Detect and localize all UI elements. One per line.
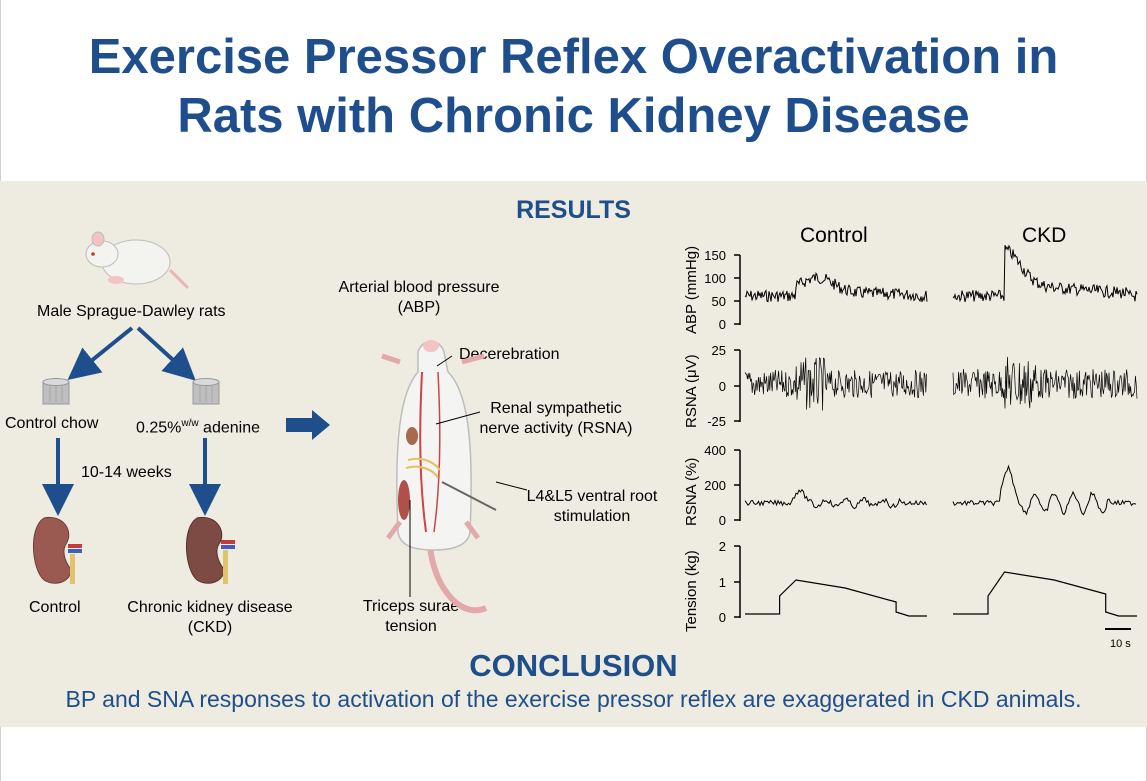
branch-arrows: [67, 326, 196, 381]
adenine-suffix: adenine: [198, 419, 260, 437]
tension-trace-control: [745, 579, 927, 617]
control-kidney-label: Control: [29, 599, 81, 616]
rsna-pct-tick: 0: [718, 513, 726, 528]
rsna-raw-trace-control: [744, 357, 927, 411]
rsna-pct-trace-control: [744, 488, 927, 510]
abp-trace-ckd: [952, 244, 1138, 303]
rsna-pct-trace-ckd: [952, 464, 1137, 516]
tension-tick: 2: [718, 539, 726, 554]
triceps-label-line-2: tension: [385, 618, 437, 635]
rsna-pct-tick: 200: [704, 478, 726, 493]
abp-label-line-1: Arterial blood pressure: [338, 279, 500, 296]
abp-label: Arterial blood pressure (ABP): [316, 278, 522, 318]
duration-label: 10-14 weeks: [81, 464, 172, 481]
rat-preparation-illustration: [381, 340, 497, 614]
ckd-label: Chronic kidney disease (CKD): [110, 598, 310, 638]
title-line-2: Rats with Chronic Kidney Disease: [177, 89, 970, 143]
abp-tick: 0: [718, 317, 726, 332]
rsna-uv-tick: -25: [707, 414, 726, 429]
adenine-prefix: 0.25%: [136, 419, 182, 437]
abp-tick: 50: [711, 294, 726, 309]
control-kidney-icon: [32, 516, 82, 584]
conclusion-text: BP and SNA responses to activation of th…: [65, 686, 1082, 712]
rsna-raw-trace-ckd: [952, 356, 1138, 409]
ckd-label-line-1: Chronic kidney disease: [127, 599, 293, 616]
rat-icon: [85, 231, 190, 290]
triceps-label-line-1: Triceps surae: [362, 598, 460, 615]
rsna-label-line-1: Renal sympathetic: [490, 400, 622, 417]
rsna-uv-tick: 25: [711, 343, 726, 358]
abp-trace-control: [744, 271, 928, 303]
results-heading: RESULTS: [516, 196, 631, 224]
ckd-kidney-icon: [185, 516, 235, 584]
conclusion-heading: CONCLUSION: [469, 648, 678, 683]
triceps-label: Triceps surae tension: [340, 597, 482, 637]
adenine-chow-can-icon: [192, 378, 220, 405]
decerebration-label: Decerebration: [459, 346, 560, 363]
rats-label: Male Sprague-Dawley rats: [37, 303, 226, 320]
ckd-label-line-2: (CKD): [187, 619, 233, 636]
rsna-pct-tick: 400: [704, 443, 726, 458]
abp-label-line-2: (ABP): [397, 299, 441, 316]
abp-tick: 150: [704, 248, 726, 263]
control-chow-label: Control chow: [5, 415, 99, 432]
ckd-column-label: CKD: [1022, 224, 1067, 247]
tension-tick: 1: [718, 575, 726, 590]
axes: [734, 254, 741, 618]
right-arrow-icon: [286, 410, 330, 440]
stim-label-line-2: stimulation: [553, 508, 631, 525]
tension-tick: 0: [718, 610, 726, 625]
stim-label: L4&L5 ventral root stimulation: [512, 487, 672, 527]
adenine-sup: w/w: [181, 418, 199, 429]
abp-tick: 100: [704, 271, 726, 286]
content-panel: [0, 181, 1147, 727]
control-chow-can-icon: [42, 378, 70, 405]
stim-label-line-1: L4&L5 ventral root: [526, 488, 658, 505]
rsna-label-line-2: nerve activity (RSNA): [479, 420, 633, 437]
adenine-label: 0.25%w/w adenine: [136, 414, 260, 438]
rsna-uv-tick: 0: [718, 379, 726, 394]
title-line-1: Exercise Pressor Reflex Overactivation i…: [88, 30, 1059, 84]
tension-trace-ckd: [953, 571, 1137, 617]
trace-lines: [744, 244, 1138, 617]
control-column-label: Control: [800, 224, 868, 247]
scale-bar-label: 10 s: [1110, 638, 1131, 650]
page-title: Exercise Pressor Reflex Overactivation i…: [0, 28, 1147, 146]
down-arrows: [42, 438, 221, 516]
rsna-label: Renal sympathetic nerve activity (RSNA): [466, 399, 646, 439]
